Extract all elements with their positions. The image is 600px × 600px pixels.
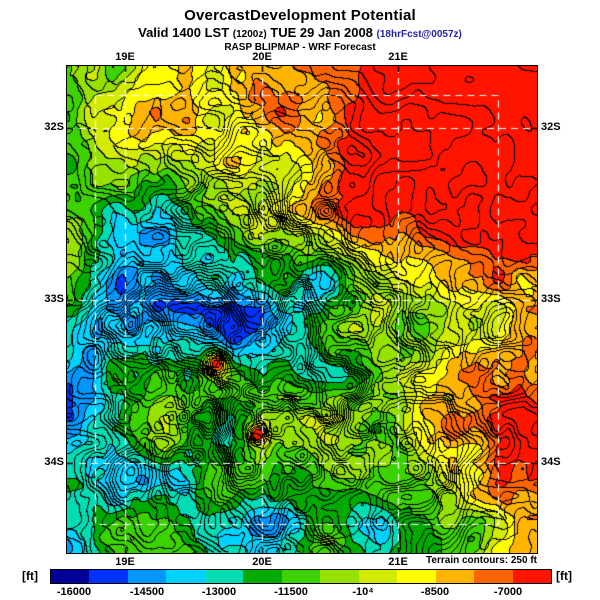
y-tick-left-32s: 32S — [44, 121, 64, 133]
valid-time-line: Valid 1400 LST (1200z) TUE 29 Jan 2008 (… — [0, 25, 600, 40]
colorbar-label-0: -16000 — [56, 586, 92, 598]
valid-date: TUE 29 Jan 2008 — [266, 25, 377, 40]
x-tick-top-20e: 20E — [252, 51, 272, 63]
colorbar-segment — [243, 570, 282, 583]
x-tick-top-19e: 19E — [115, 51, 135, 63]
y-tick-right-34s: 34S — [541, 456, 561, 468]
colorbar — [50, 569, 552, 584]
forecast-map-canvas — [67, 66, 537, 553]
model-line: RASP BLIPMAP - WRF Forecast — [224, 42, 376, 53]
valid-fcst: (18hrFcst@0057z) — [376, 29, 462, 40]
y-tick-right-33s: 33S — [541, 293, 561, 305]
colorbar-unit-right: [ft] — [556, 569, 572, 583]
colorbar-label-4: -10⁴ — [352, 586, 374, 598]
page-title: OvercastDevelopment Potential — [184, 7, 416, 24]
colorbar-label-1: -14500 — [129, 586, 165, 598]
colorbar-segment — [127, 570, 167, 583]
colorbar-label-5: -8500 — [420, 586, 450, 598]
x-tick-bottom-20e: 20E — [252, 556, 272, 568]
colorbar-segment — [204, 570, 244, 583]
valid-issue-time: (1200z) — [232, 29, 267, 40]
x-tick-bottom-19e: 19E — [115, 556, 135, 568]
colorbar-label-3: -11500 — [274, 586, 308, 598]
colorbar-label-2: -13000 — [201, 586, 237, 598]
colorbar-label-6: -7000 — [493, 586, 523, 598]
colorbar-segment — [358, 570, 398, 583]
y-tick-left-34s: 34S — [44, 456, 64, 468]
colorbar-unit-left: [ft] — [22, 569, 38, 583]
colorbar-segment — [397, 570, 436, 583]
x-tick-top-21e: 21E — [388, 51, 408, 63]
colorbar-segment — [89, 570, 128, 583]
colorbar-segment — [474, 570, 513, 583]
terrain-contours-note: Terrain contours: 250 ft — [426, 555, 537, 566]
colorbar-segment — [320, 570, 359, 583]
colorbar-segment — [512, 570, 552, 583]
colorbar-segment — [51, 570, 90, 583]
x-tick-bottom-21e: 21E — [388, 556, 408, 568]
y-tick-right-32s: 32S — [541, 121, 561, 133]
colorbar-segment — [281, 570, 321, 583]
valid-prefix: Valid 1400 LST — [138, 25, 233, 40]
colorbar-segment — [435, 570, 475, 583]
y-tick-left-33s: 33S — [44, 293, 64, 305]
colorbar-segment — [166, 570, 205, 583]
map-frame — [66, 65, 538, 554]
